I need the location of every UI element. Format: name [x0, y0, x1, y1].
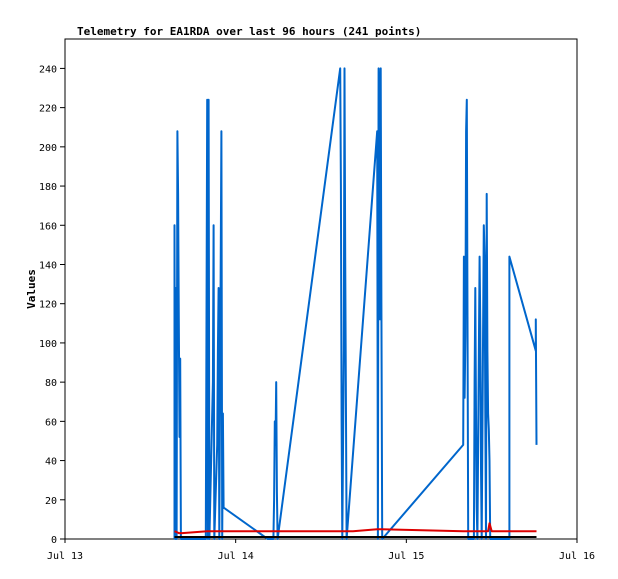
chart-title: Telemetry for EA1RDA over last 96 hours … — [77, 25, 421, 38]
y-tick-label: 180 — [39, 182, 57, 193]
y-axis: 0 20 40 60 80 100 120 140 160 180 200 220 240 — [39, 64, 65, 546]
y-axis-label: Values — [25, 269, 38, 309]
y-tick-label: 100 — [39, 339, 57, 350]
series-0-line — [173, 67, 538, 540]
y-tick-label: 120 — [39, 300, 57, 311]
y-tick-label: 200 — [39, 143, 57, 154]
y-tick-label: 80 — [45, 378, 57, 389]
plot-frame — [64, 38, 578, 540]
y-tick-label: 0 — [51, 535, 57, 546]
y-tick-label: 60 — [45, 417, 57, 428]
series-layer — [173, 67, 538, 540]
y-tick-label: 160 — [39, 221, 57, 232]
x-axis: Jul 13 Jul 14 Jul 15 Jul 16 — [47, 539, 595, 562]
x-tick-label: Jul 13 — [47, 551, 83, 562]
x-tick-label: Jul 14 — [218, 551, 254, 562]
y-tick-label: 220 — [39, 104, 57, 115]
y-tick-label: 40 — [45, 457, 57, 468]
y-tick-label: 20 — [45, 496, 57, 507]
x-tick-label: Jul 16 — [559, 551, 595, 562]
series-1-line — [174, 522, 537, 535]
x-tick-label: Jul 15 — [388, 551, 424, 562]
y-tick-label: 140 — [39, 260, 57, 271]
y-tick-label: 240 — [39, 64, 57, 75]
